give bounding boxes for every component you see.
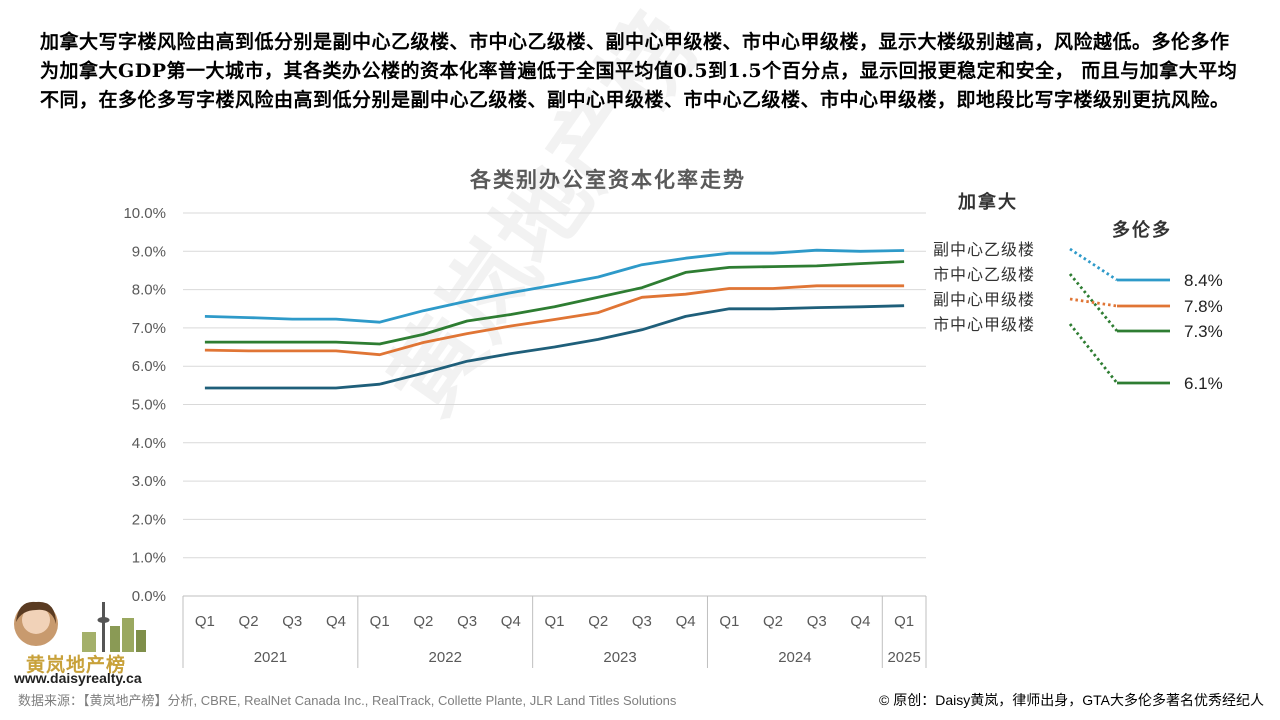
series-line [204, 248, 905, 324]
legend-connector [1068, 273, 1119, 332]
y-tick-label: 1.0% [132, 550, 166, 567]
skyline-icon [110, 626, 120, 652]
x-axis: Q1 Q2 Q3 Q4 Q1 Q2 Q3 Q4 Q1 Q2 Q3 Q4 Q1 Q2 Q3 Q4 Q1 2021 20… [182, 595, 927, 668]
year-label: 2024 [778, 649, 811, 666]
series-lines [204, 248, 905, 390]
cn-tower-icon [102, 602, 105, 652]
y-tick-label: 10.0% [123, 205, 166, 222]
toronto-value-label: 6.1% [1184, 374, 1223, 393]
x-tick-label: Q1 [370, 613, 390, 630]
legend-connector [1068, 323, 1119, 384]
canada-legend-label: 市中心甲级楼 [933, 315, 1035, 334]
series-line [204, 304, 905, 390]
y-tick-label: 5.0% [132, 397, 166, 414]
y-tick-label: 7.0% [132, 320, 166, 337]
copyright-note: © 原创：Daisy黄岚，律师出身，GTA大多伦多著名优秀经纪人 [879, 692, 1264, 708]
legend-connector [1069, 297, 1118, 308]
x-tick-label: Q4 [850, 613, 870, 630]
y-tick-label: 6.0% [132, 358, 166, 375]
canada-legend-label: 副中心甲级楼 [933, 290, 1035, 309]
y-tick-label: 4.0% [132, 435, 166, 452]
toronto-value-label: 8.4% [1184, 271, 1223, 290]
canada-legend-label: 市中心乙级楼 [933, 265, 1035, 284]
source-note: 数据来源：【黄岚地产榜】分析, CBRE, RealNet Canada Inc… [18, 693, 677, 708]
x-tick-label: Q3 [807, 613, 827, 630]
chart-title: 各类别办公室资本化率走势 [469, 167, 746, 192]
x-tick-label: Q3 [632, 613, 652, 630]
x-tick-label: Q2 [763, 613, 783, 630]
legend-connector [1069, 247, 1118, 282]
canada-legend-label: 副中心乙级楼 [933, 240, 1035, 259]
toronto-value-label: 7.8% [1184, 297, 1223, 316]
series-line [204, 260, 905, 346]
x-tick-label: Q2 [239, 613, 259, 630]
year-label: 2025 [887, 649, 920, 666]
logo-name: 黄岚地产榜 [26, 654, 127, 676]
x-tick-label: Q1 [544, 613, 564, 630]
y-tick-label: 8.0% [132, 282, 166, 299]
year-label: 2023 [603, 649, 636, 666]
x-tick-label: Q3 [457, 613, 477, 630]
logo-url: www.daisyrealty.ca [14, 670, 142, 686]
toronto-legend-title: 多伦多 [1112, 219, 1172, 241]
canada-legend-title: 加拿大 [957, 191, 1018, 213]
x-tick-label: Q1 [894, 613, 914, 630]
logo [14, 601, 146, 652]
x-tick-label: Q1 [719, 613, 739, 630]
y-tick-label: 3.0% [132, 473, 166, 490]
y-tick-label: 0.0% [132, 588, 166, 605]
y-tick-label: 9.0% [132, 243, 166, 260]
x-tick-label: Q4 [676, 613, 696, 630]
y-axis-ticks: 0.0% 1.0% 2.0% 3.0% 4.0% 5.0% 6.0% 7.0% 8.0% 9.0%… [123, 205, 166, 605]
toronto-value-label: 7.3% [1184, 322, 1223, 341]
x-tick-label: Q4 [326, 613, 346, 630]
x-tick-label: Q4 [501, 613, 521, 630]
y-tick-label: 2.0% [132, 511, 166, 528]
year-label: 2022 [429, 649, 462, 666]
intro-paragraph: 加拿大写字楼风险由高到低分别是副中心乙级楼、市中心乙级楼、副中心甲级楼、市中心甲… [40, 31, 1238, 111]
series-line [204, 284, 905, 357]
x-tick-label: Q3 [282, 613, 302, 630]
x-tick-label: Q2 [413, 613, 433, 630]
side-legend: 加拿大 多伦多 副中心乙级楼 8.4% 市中心乙级楼 7.3% 副中心甲级楼 7.8% 市中… [933, 191, 1223, 393]
x-tick-label: Q2 [588, 613, 608, 630]
x-tick-label: Q1 [195, 613, 215, 630]
year-label: 2021 [254, 649, 287, 666]
